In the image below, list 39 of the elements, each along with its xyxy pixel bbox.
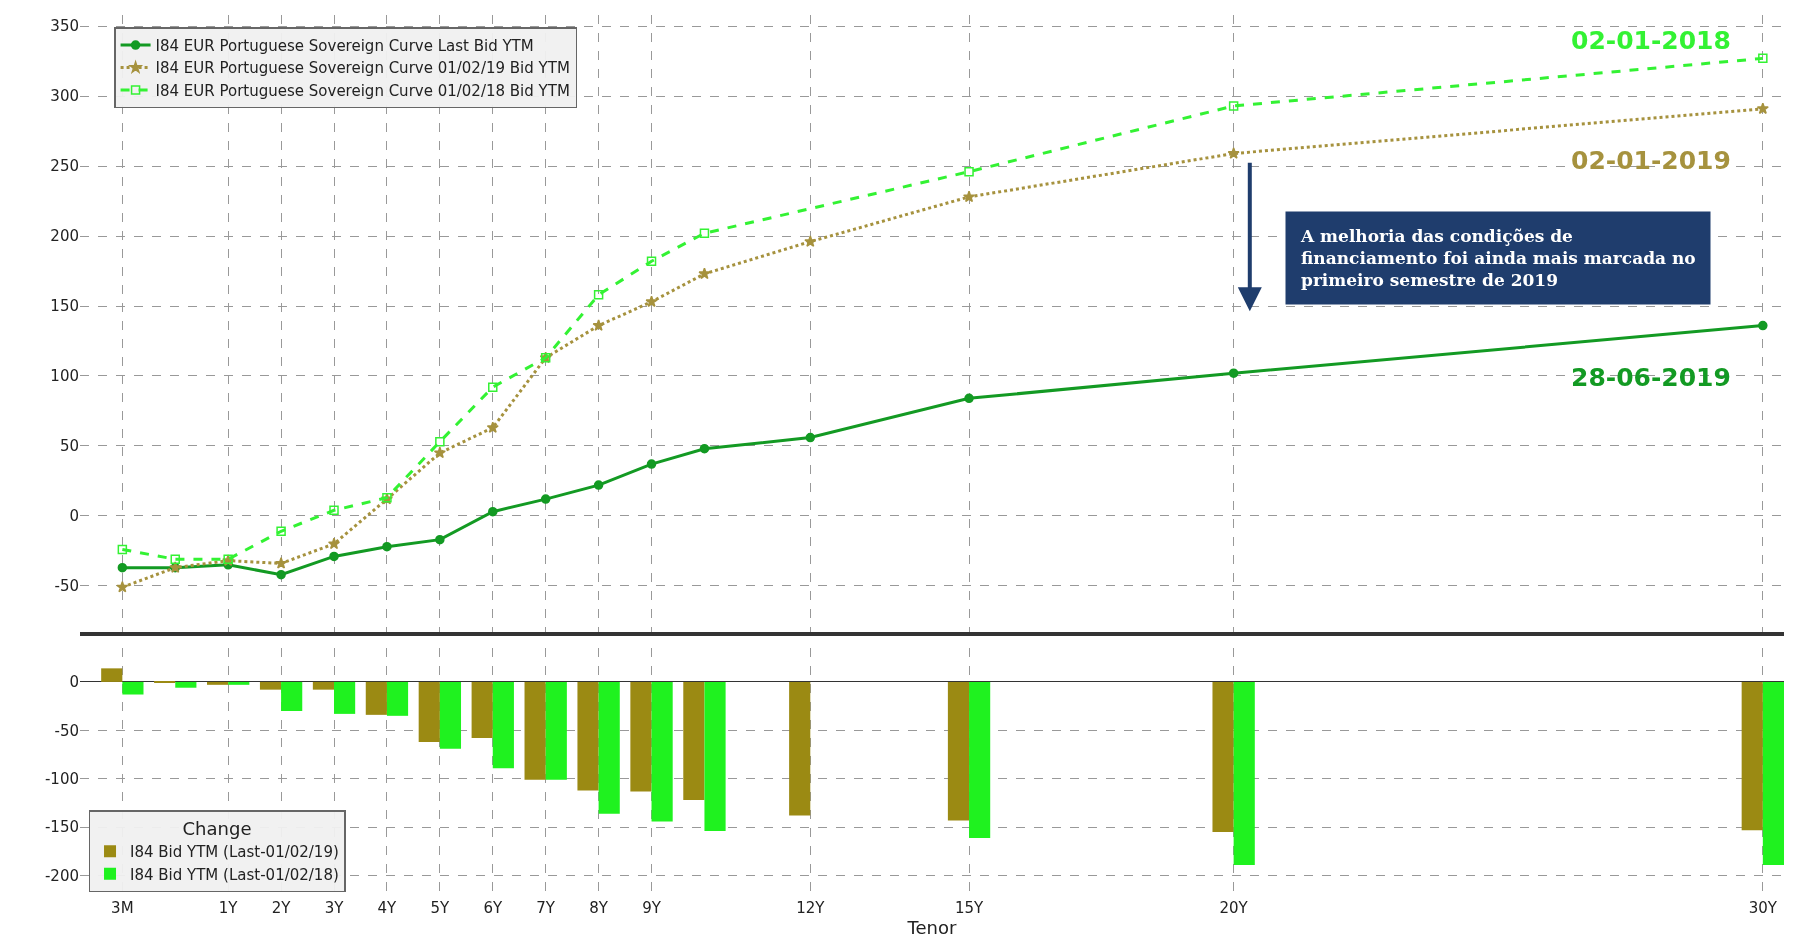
x-axis-title: Tenor xyxy=(906,917,958,938)
x-tick-label: 7Y xyxy=(536,899,556,917)
annotation: 02-01-2018 xyxy=(1571,26,1731,55)
x-tick-label: 2Y xyxy=(271,899,292,917)
x-tick-label: 1Y xyxy=(218,899,239,917)
y-tick-label: -150 xyxy=(44,818,79,837)
x-tick-label: 30Y xyxy=(1748,899,1778,917)
x-tick-label: 3M xyxy=(111,899,134,917)
y-tick-label: -50 xyxy=(54,577,79,596)
annotation: 02-01-2019 xyxy=(1571,146,1731,175)
x-tick-label: 20Y xyxy=(1219,899,1249,917)
x-tick-label: 4Y xyxy=(377,899,398,917)
y-tick-label: 350 xyxy=(50,17,79,36)
x-tick-label: 8Y xyxy=(589,899,609,917)
y-tick-label: -100 xyxy=(44,770,79,789)
y-tick-label: 200 xyxy=(50,227,79,246)
x-tick-label: 15Y xyxy=(954,899,984,917)
legend-label: I84 Bid YTM (Last-01/02/19) xyxy=(130,843,339,862)
legend-label: I84 EUR Portuguese Sovereign Curve 01/02/19 Bid YTM xyxy=(155,59,570,78)
x-tick-label: 6Y xyxy=(483,899,503,917)
x-tick-label: 5Y xyxy=(430,899,451,917)
y-tick-label: -50 xyxy=(54,721,79,740)
legend-title: Change xyxy=(182,817,252,839)
annotation: 28-06-2019 xyxy=(1571,363,1731,392)
y-tick-label: 150 xyxy=(50,297,79,316)
legend-label: I84 EUR Portuguese Sovereign Curve 01/02/18 Bid YTM xyxy=(155,81,570,100)
y-tick-label: 0 xyxy=(69,507,79,526)
y-tick-label: 0 xyxy=(69,673,79,692)
x-tick-label: 12Y xyxy=(796,899,826,917)
y-tick-label: 50 xyxy=(59,437,79,456)
x-tick-label: 9Y xyxy=(642,899,662,917)
y-tick-label: 250 xyxy=(50,157,79,176)
x-tick-label: 3Y xyxy=(324,899,345,917)
y-tick-label: 100 xyxy=(50,367,79,386)
y-tick-label: 300 xyxy=(50,87,79,106)
y-tick-label: -200 xyxy=(44,866,79,885)
annotation: A melhoria das condições de financiamento foi ainda mais marcada no primeiro semestre de 2019 xyxy=(1300,226,1696,291)
legend-label: I84 Bid YTM (Last-01/02/18) xyxy=(130,865,339,884)
legend-label: I84 EUR Portuguese Sovereign Curve Last Bid YTM xyxy=(155,36,534,55)
